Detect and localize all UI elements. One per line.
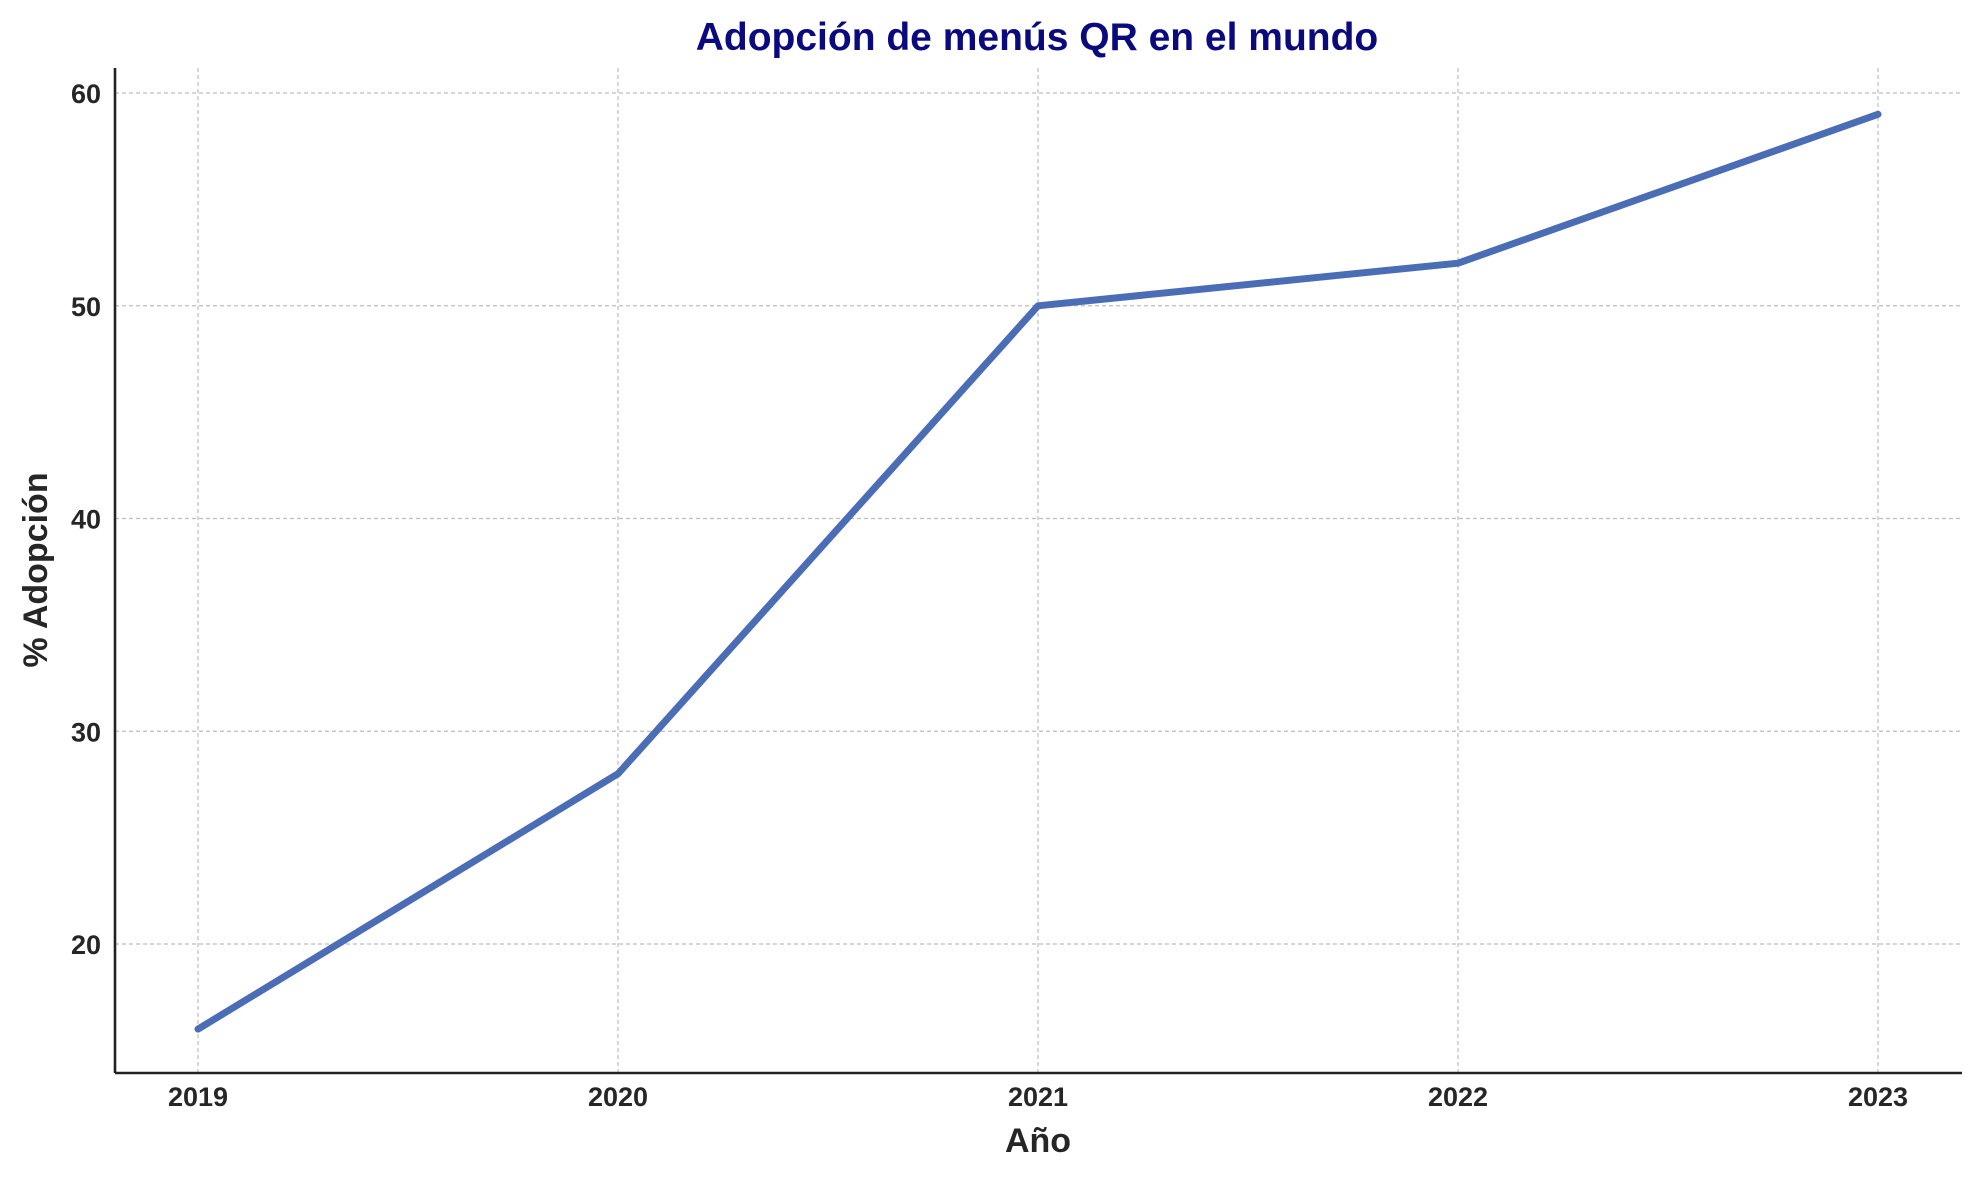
chart-title: Adopción de menús QR en el mundo: [696, 16, 1379, 59]
y-tick-label: 20: [71, 930, 101, 960]
y-tick-labels: 20 30 40 50 60: [71, 79, 101, 960]
y-tick-label: 50: [71, 292, 101, 322]
x-tick-label: 2021: [1008, 1082, 1068, 1112]
y-tick-label: 60: [71, 79, 101, 109]
y-axis-label: % Adopción: [17, 472, 55, 667]
x-axis-label: Año: [1005, 1122, 1071, 1160]
x-tick-label: 2023: [1848, 1082, 1908, 1112]
series-layer: [194, 110, 1882, 1033]
x-tick-label: 2019: [168, 1082, 228, 1112]
x-tick-label: 2020: [588, 1082, 648, 1112]
x-tick-label: 2022: [1428, 1082, 1488, 1112]
y-tick-label: 30: [71, 717, 101, 747]
grid: [115, 68, 1962, 1073]
y-tick-label: 40: [71, 505, 101, 535]
x-tick-labels: 2019 2020 2021 2022 2023: [168, 1082, 1908, 1112]
series-line: [194, 110, 1882, 1033]
